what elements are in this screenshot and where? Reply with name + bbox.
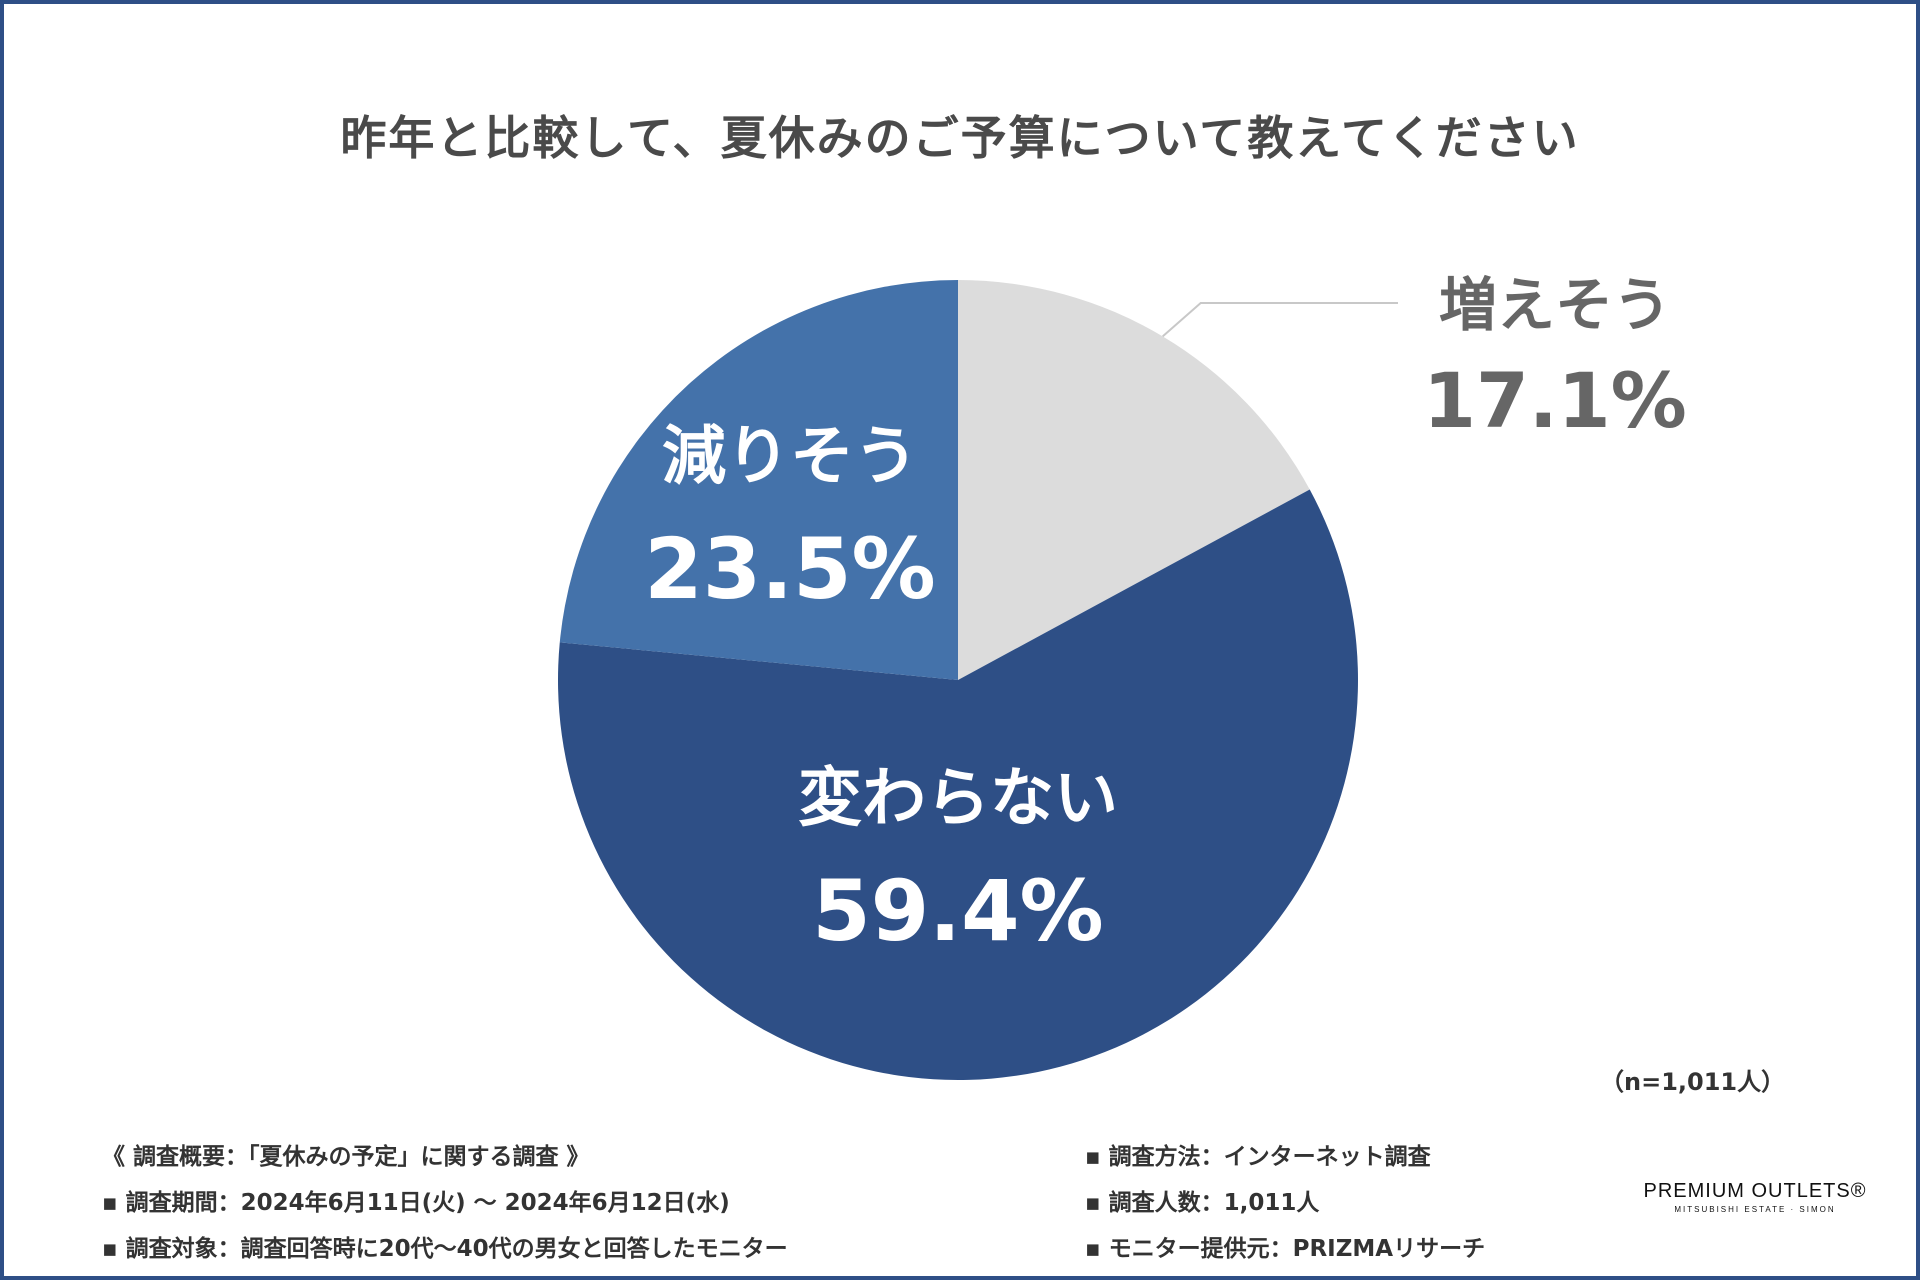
slice-value-label: 59.4%	[812, 862, 1103, 960]
pie-slice	[958, 280, 1310, 680]
slice-name-label: 変わらない	[798, 762, 1118, 836]
logo-sub-text: MITSUBISHI ESTATE · SIMON	[1674, 1205, 1836, 1214]
leader-line	[1162, 302, 1398, 338]
pie-slice	[559, 280, 958, 680]
slice-value-label: 17.1%	[1423, 356, 1687, 445]
slice-name-label: 増えそう	[1439, 271, 1671, 339]
survey-notes-left: 《 調査概要：「夏休みの予定」に関する調査 》 ▪ 調査期間：2024年6月11…	[102, 1134, 788, 1272]
pie-slice	[557, 489, 1359, 1080]
survey-notes-right: ▪ 調査方法：インターネット調査 ▪ 調査人数：1,011人 ▪ モニター提供元…	[1085, 1134, 1485, 1272]
sample-size-note: （n=1,011人）	[1600, 1068, 1786, 1096]
chart-title: 昨年と比較して、夏休みのご予算について教えてください	[340, 111, 1580, 165]
survey-provider: ▪ モニター提供元：PRIZMAリサーチ	[1085, 1236, 1486, 1262]
survey-target: ▪ 調査対象：調査回答時に20代〜40代の男女と回答したモニター	[102, 1236, 788, 1262]
survey-method: ▪ 調査方法：インターネット調査	[1085, 1144, 1431, 1170]
premium-outlets-logo: PREMIUM OUTLETS® MITSUBISHI ESTATE · SIM…	[1620, 1180, 1890, 1214]
survey-count: ▪ 調査人数：1,011人	[1085, 1190, 1320, 1216]
logo-main-text: PREMIUM OUTLETS®	[1643, 1180, 1867, 1202]
slice-name-label: 減りそう	[662, 420, 918, 494]
survey-period: ▪ 調査期間：2024年6月11日(火) 〜 2024年6月12日(水)	[102, 1190, 730, 1216]
survey-overview-heading: 《 調査概要：「夏休みの予定」に関する調査 》	[102, 1144, 590, 1170]
slice-value-label: 23.5%	[644, 520, 935, 618]
